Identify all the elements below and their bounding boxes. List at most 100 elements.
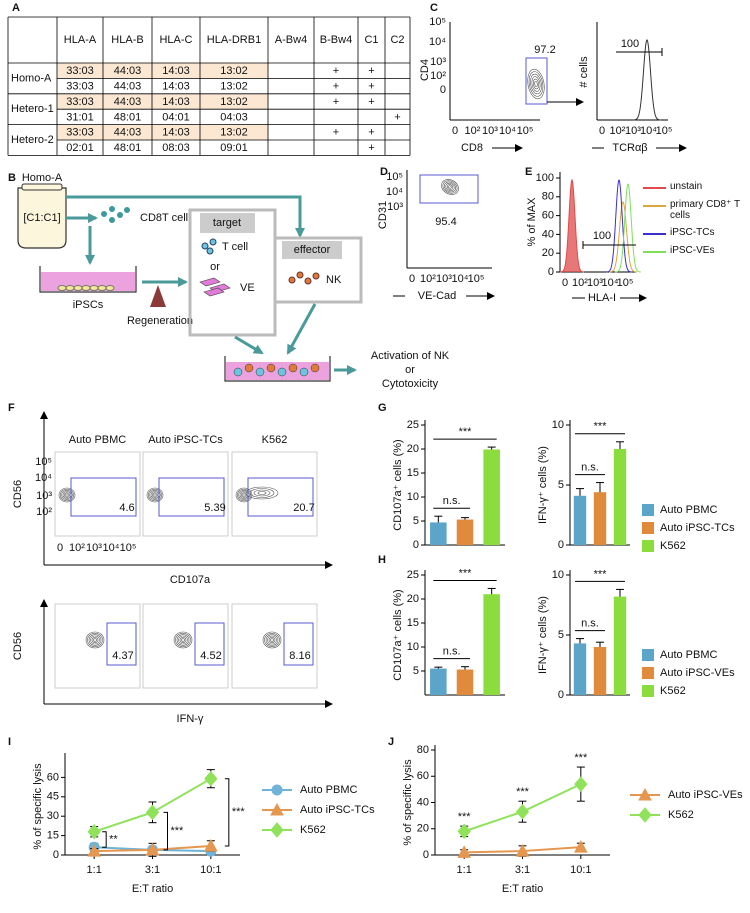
marker bbox=[270, 822, 284, 838]
annotation: *** bbox=[594, 421, 608, 433]
x-tick-label: 10⁵ bbox=[468, 273, 485, 285]
axis-label: CD31 bbox=[377, 201, 389, 229]
cell bbox=[206, 247, 214, 255]
axis-label: CD56 bbox=[12, 632, 24, 660]
y-tick-label: 15 bbox=[407, 617, 419, 629]
contour bbox=[264, 633, 280, 647]
y-axis-label: IFN-γ⁺ cells (%) bbox=[537, 596, 549, 674]
annotation: *** bbox=[459, 567, 473, 579]
y-tick-label: 0 bbox=[423, 849, 429, 861]
contour bbox=[235, 487, 253, 503]
legend-label: Auto PBMC bbox=[300, 784, 358, 796]
panel-label: G bbox=[378, 402, 387, 414]
gate bbox=[247, 477, 314, 517]
contour bbox=[448, 185, 452, 189]
gate-value: 5.39 bbox=[204, 502, 225, 514]
contour bbox=[149, 490, 161, 500]
cell bbox=[233, 367, 243, 377]
annotation: n.s. bbox=[581, 618, 599, 630]
contour bbox=[153, 493, 157, 497]
marker bbox=[638, 807, 652, 823]
contour bbox=[175, 633, 191, 647]
table-header: HLA-A bbox=[64, 34, 97, 46]
diagram-label: effector bbox=[294, 244, 331, 256]
annotation: n.s. bbox=[443, 495, 461, 507]
marker bbox=[145, 842, 160, 856]
x-tick-label: 0 bbox=[452, 125, 458, 137]
contour bbox=[530, 73, 542, 95]
gate-value: 4.52 bbox=[200, 650, 221, 662]
y-tick-label: 10³ bbox=[36, 490, 52, 502]
contour bbox=[237, 488, 251, 502]
marker bbox=[87, 844, 102, 857]
cell bbox=[310, 363, 320, 373]
legend-swatch bbox=[642, 504, 654, 516]
histogram bbox=[609, 201, 637, 273]
table-cell: 14:03 bbox=[162, 81, 190, 93]
x-tick-label: 10³ bbox=[587, 277, 603, 289]
annotation: *** bbox=[459, 426, 473, 438]
contour bbox=[446, 184, 454, 190]
row-group: Hetero-2 bbox=[11, 134, 54, 146]
dish bbox=[39, 266, 137, 293]
diagram-label: [C1:C1] bbox=[23, 212, 60, 224]
bar bbox=[456, 519, 474, 545]
y-tick-label: 10 bbox=[407, 641, 419, 653]
table-cell: + bbox=[333, 65, 339, 77]
table-cell: 48:01 bbox=[114, 142, 142, 154]
y-tick-label: 10⁵ bbox=[386, 171, 403, 183]
x-tick-label: 10³ bbox=[436, 273, 452, 285]
bar bbox=[573, 495, 587, 545]
x-tick-label: 0 bbox=[599, 125, 605, 137]
y-tick-label: 10² bbox=[36, 506, 52, 518]
axis-label: % of MAX bbox=[526, 197, 538, 247]
cell bbox=[109, 217, 115, 223]
marker bbox=[457, 845, 472, 858]
y-tick-label: 30 bbox=[47, 810, 59, 822]
table-cell: 13:02 bbox=[220, 96, 248, 108]
legend-label: primary CD8⁺ T cells bbox=[670, 199, 740, 221]
marker bbox=[573, 840, 588, 853]
axis-label: HLA-I bbox=[588, 292, 616, 304]
y-tick-label: 20 bbox=[417, 823, 429, 835]
table-cell: 08:03 bbox=[162, 142, 190, 154]
x-tick-label: 10³ bbox=[86, 542, 102, 554]
table-cell: + bbox=[368, 96, 374, 108]
y-tick-label: 80 bbox=[542, 191, 554, 203]
panel-label: A bbox=[12, 2, 20, 14]
contour bbox=[531, 76, 541, 92]
table-header: B-Bw4 bbox=[320, 34, 352, 46]
sig-bracket bbox=[224, 778, 230, 847]
nk-cell bbox=[304, 277, 312, 285]
contour bbox=[253, 489, 271, 497]
y-axis-label: % of specific lysis bbox=[32, 763, 44, 850]
table-cell: 04:03 bbox=[220, 111, 248, 123]
contour bbox=[61, 490, 73, 500]
cell bbox=[244, 363, 254, 373]
target-header bbox=[200, 213, 255, 233]
x-tick-label: 10⁵ bbox=[517, 125, 534, 137]
x-tick-label: 10³ bbox=[482, 125, 498, 137]
axis-label: CD8 bbox=[461, 142, 483, 154]
gate bbox=[283, 622, 314, 666]
table-cell: 13:02 bbox=[220, 65, 248, 77]
y-tick-label: 10⁴ bbox=[386, 186, 403, 198]
legend-label: Auto iPSC-TCs bbox=[660, 522, 735, 534]
ipsc bbox=[73, 285, 83, 291]
column-title: Auto PBMC bbox=[69, 434, 127, 446]
y-axis-label: IFN-γ⁺ cells (%) bbox=[537, 446, 549, 524]
annotation: *** bbox=[574, 752, 588, 764]
y-axis-label: CD107a⁺ cells (%) bbox=[392, 589, 404, 680]
contour bbox=[265, 634, 279, 646]
ipsc bbox=[57, 285, 67, 291]
y-tick-label: 100 bbox=[536, 172, 554, 184]
x-tick-label: 10⁵ bbox=[656, 125, 673, 137]
regeneration-mark bbox=[150, 285, 166, 307]
contour bbox=[532, 78, 540, 90]
y-tick-label: 10³ bbox=[387, 201, 403, 213]
y-tick-label: 10 bbox=[552, 419, 564, 431]
ve-cell bbox=[199, 277, 221, 287]
contour bbox=[262, 631, 282, 649]
y-tick-label: 60 bbox=[542, 210, 554, 222]
